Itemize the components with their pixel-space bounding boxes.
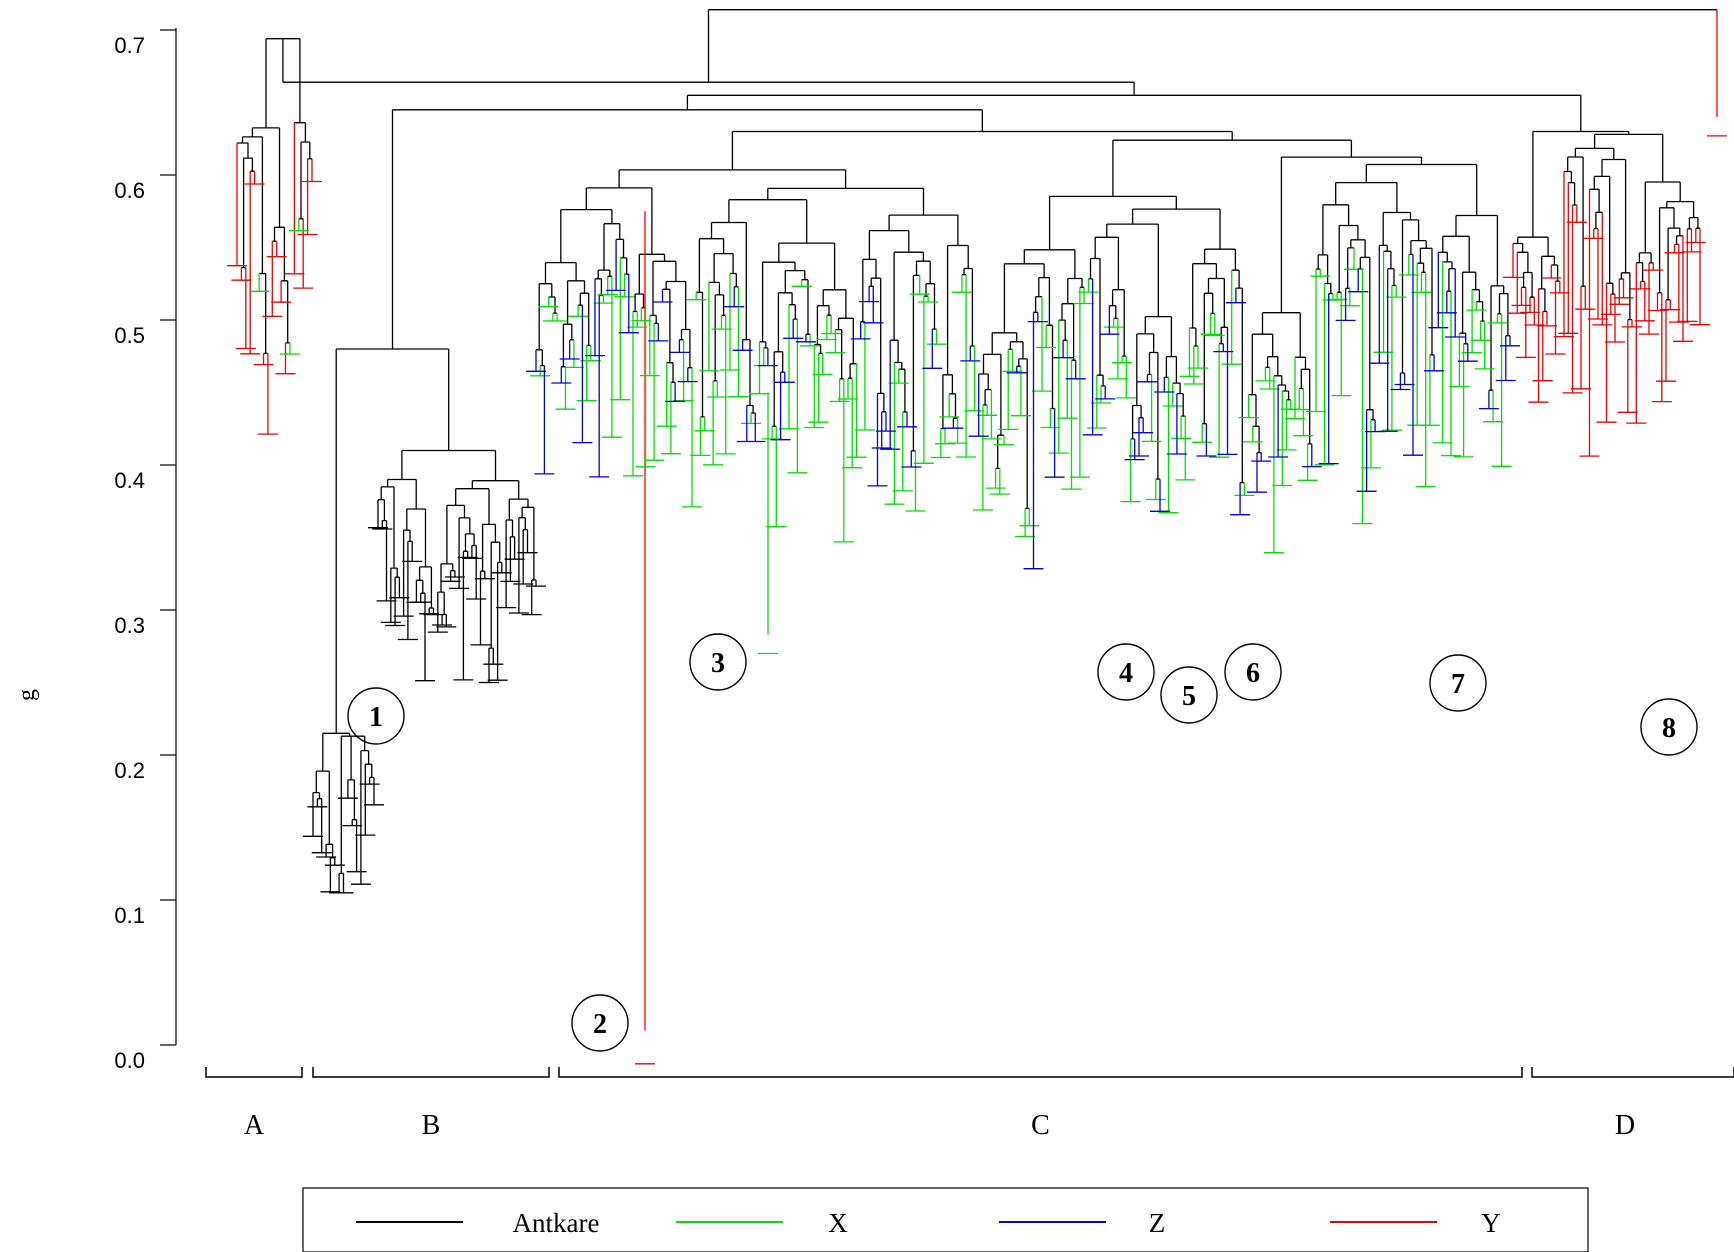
dendrogram-branches [227, 9, 1727, 1065]
callouts: 1 2 3 4 5 6 7 8 [347, 633, 1698, 1052]
callout-label: 4 [1119, 658, 1133, 689]
y-axis-label: g [14, 689, 40, 701]
callout-circle [1224, 643, 1282, 701]
callout-label: 1 [369, 702, 383, 733]
y-tick-label: 0.4 [114, 468, 145, 493]
group-label: D [1615, 1110, 1635, 1141]
callout-circle [1097, 643, 1155, 701]
callout-circle [347, 687, 405, 745]
y-tick-label: 0.0 [114, 1048, 145, 1073]
y-tick-label: 0.5 [114, 323, 145, 348]
dendrogram-branches [237, 9, 1717, 894]
callout-label: 5 [1182, 681, 1196, 712]
callout-label: 7 [1451, 669, 1465, 700]
y-tick-label: 0.1 [114, 903, 145, 928]
group-bracket [1531, 1067, 1734, 1078]
y-tick-label: 0.6 [114, 178, 145, 203]
legend-box [302, 1187, 1589, 1252]
dendrogram-branches [526, 239, 1520, 570]
callout-circle [689, 633, 747, 691]
callout-circle [1429, 654, 1487, 712]
legend-label: Y [1481, 1208, 1501, 1238]
group-label: C [1031, 1110, 1050, 1141]
dendrogram-branches [249, 218, 1512, 655]
group-brackets: A B C D [205, 1067, 1734, 1141]
dendrogram-tree [227, 9, 1727, 1065]
callout-label: 3 [711, 648, 725, 679]
legend: Antkare X Z Y [302, 1187, 1589, 1252]
y-axis: 0.0 0.1 0.2 0.3 0.4 0.5 0.6 0.7 g [14, 28, 177, 1073]
group-bracket [205, 1067, 303, 1078]
group-bracket [558, 1067, 1523, 1078]
legend-label: Antkare [513, 1208, 600, 1238]
group-label: A [244, 1110, 265, 1141]
callout-label: 2 [593, 1009, 607, 1040]
y-tick-label: 0.7 [114, 33, 145, 58]
callout-circle [571, 994, 629, 1052]
callout-label: 8 [1662, 713, 1676, 744]
group-bracket [312, 1067, 550, 1078]
y-tick-label: 0.3 [114, 613, 145, 638]
callout-circle [1160, 666, 1218, 724]
legend-label: X [828, 1208, 848, 1238]
legend-label: Z [1149, 1208, 1166, 1238]
callout-circle [1640, 698, 1698, 756]
group-label: B [422, 1110, 441, 1141]
callout-label: 6 [1246, 658, 1260, 689]
y-tick-label: 0.2 [114, 758, 145, 783]
